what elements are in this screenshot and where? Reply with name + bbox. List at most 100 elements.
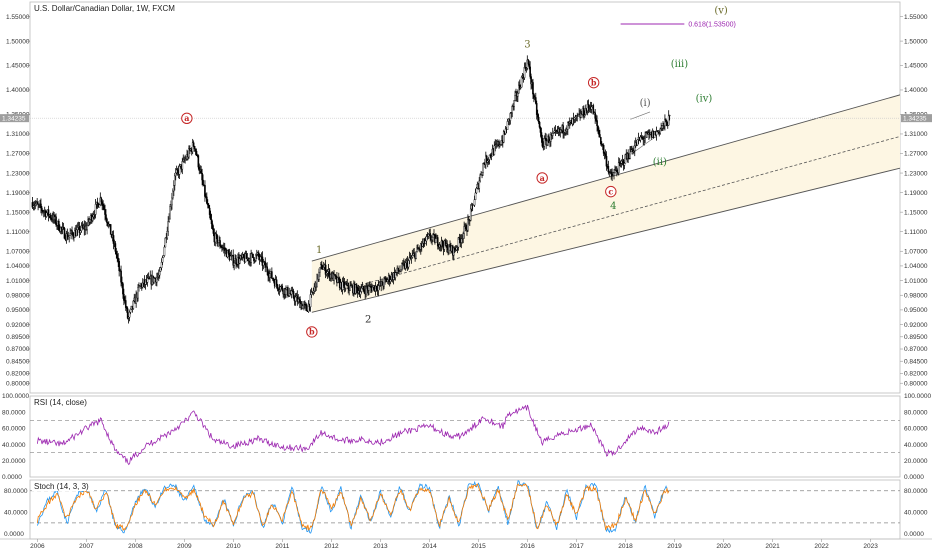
price-tick-label-left: 1.27000 [6, 151, 30, 158]
price-bar-body [122, 283, 124, 295]
price-bar-body [163, 246, 166, 256]
price-bar-body [541, 137, 544, 147]
x-tick-label: 2022 [814, 543, 829, 550]
x-tick-label: 2016 [520, 543, 535, 550]
price-bar-body [106, 218, 108, 223]
price-bar-body [370, 285, 372, 288]
price-bar-body [596, 120, 598, 127]
stoch-title-bg [32, 481, 94, 491]
rsi-tick-label-right: 0.0000 [904, 474, 924, 481]
price-bar-body [360, 287, 363, 292]
price-bar-body [474, 192, 477, 200]
price-bar-body [34, 203, 37, 206]
price-bar-body [415, 251, 417, 259]
price-tick-label-right: 1.40000 [904, 87, 928, 94]
price-bar-body [208, 207, 211, 215]
price-bar-body [126, 308, 129, 319]
price-bar-body [319, 267, 321, 273]
price-bar-body [262, 262, 265, 266]
price-bar-body [146, 278, 149, 283]
price-bar-body [63, 228, 66, 239]
price-tick-label-left: 0.98000 [6, 292, 30, 299]
rsi-tick-label-right: 80.0000 [904, 409, 928, 416]
price-bar-body [362, 285, 365, 290]
price-bar-body [665, 119, 667, 122]
price-bar-body [397, 267, 399, 272]
price-bar-body [473, 199, 476, 206]
price-bar-body [529, 66, 531, 77]
channel-mid-line [341, 136, 900, 291]
price-bar-body [173, 185, 175, 192]
price-bar-body [644, 136, 646, 140]
price-bar-body [425, 236, 428, 242]
price-bar-body [381, 281, 383, 286]
price-bar-body [341, 281, 344, 290]
price-bar-body [527, 59, 530, 65]
price-bar-body [412, 253, 415, 256]
price-bar-body [479, 174, 481, 182]
price-bar-body [565, 130, 567, 133]
price-bar-body [344, 284, 347, 289]
stoch-tick-label-right: 40.0000 [904, 509, 928, 516]
price-bar-body [607, 166, 610, 173]
price-bar-body [517, 92, 519, 97]
price-bar-body [192, 142, 195, 147]
price-bar-body [292, 291, 295, 298]
price-bar-body [101, 201, 104, 205]
price-bar-body [337, 277, 340, 280]
wave-label: (i) [640, 98, 651, 109]
wave-label: (ii) [653, 157, 667, 168]
price-bar-body [121, 282, 123, 284]
wave-label-circle [306, 326, 318, 338]
price-bar-body [160, 262, 163, 268]
price-bar-body [159, 267, 162, 272]
price-bar-body [431, 237, 433, 241]
price-bar-body [613, 172, 615, 176]
price-bar-body [104, 209, 106, 215]
price-bar-body [75, 229, 78, 237]
price-bar-body [326, 271, 329, 274]
price-tick-label-left: 1.15000 [6, 209, 30, 216]
price-bar-body [610, 171, 612, 175]
price-bar-body [250, 253, 252, 263]
price-bar-body [629, 148, 631, 159]
price-bar-body [290, 290, 293, 295]
price-bar-body [355, 284, 358, 289]
price-bar-body [103, 205, 105, 210]
price-tick-label-right: 0.87000 [904, 346, 928, 353]
price-bar-body [666, 125, 669, 127]
price-bar-body [536, 114, 539, 118]
price-tick-label-right: 0.80000 [904, 380, 928, 387]
price-tick-label-left: 1.07000 [6, 248, 30, 255]
rsi-tick-label-right: 60.0000 [904, 426, 928, 433]
stoch-line [36, 483, 670, 532]
price-bar-body [266, 266, 268, 273]
price-bar-body [40, 203, 42, 209]
price-bar-body [141, 282, 144, 288]
wave-label: 1 [316, 245, 322, 256]
price-bar-body [211, 223, 214, 229]
price-bar-body [69, 233, 71, 236]
price-bar-body [519, 86, 522, 89]
price-bar-body [659, 128, 662, 134]
price-bar-body [623, 163, 626, 166]
price-tick-label-left: 1.40000 [6, 87, 30, 94]
price-bar-body [164, 237, 167, 248]
price-bar-body [216, 235, 218, 244]
price-tick-label-left: 1.31000 [6, 131, 30, 138]
price-bar-body [394, 272, 397, 279]
price-bar-body [543, 138, 546, 147]
price-bar-body [157, 274, 160, 277]
x-tick-label: 2012 [324, 543, 339, 550]
price-bar-body [212, 228, 215, 234]
x-tick-label: 2011 [275, 543, 289, 550]
price-bar-body [562, 125, 564, 134]
price-bar-body [76, 227, 79, 230]
price-bar-body [172, 190, 174, 199]
price-bar-body [590, 106, 593, 110]
price-tick-label-left: 0.82000 [6, 371, 30, 378]
rsi-tick-label-right: 20.0000 [904, 458, 928, 465]
price-bar-body [359, 291, 362, 295]
price-bar-body [577, 114, 580, 117]
